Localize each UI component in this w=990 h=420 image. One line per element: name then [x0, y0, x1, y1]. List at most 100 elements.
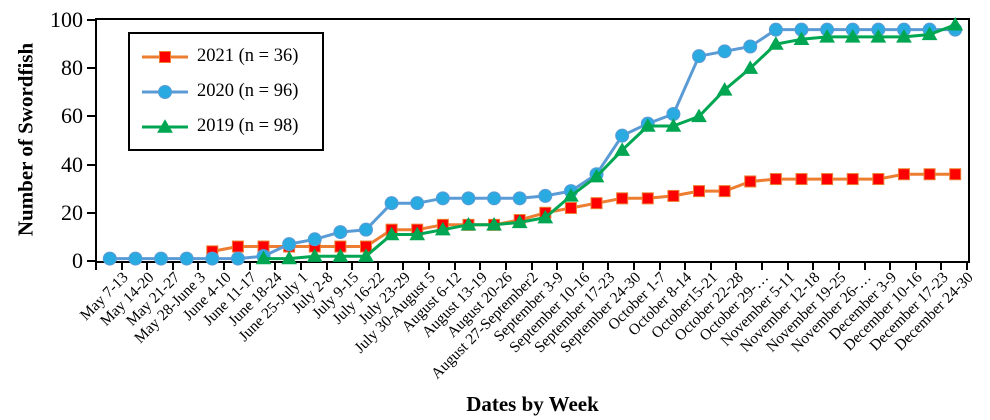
x-tick-mark — [581, 263, 584, 270]
y-tick-mark — [87, 19, 95, 21]
data-point-2019 — [716, 82, 733, 96]
legend-label: 2020 (n = 96) — [197, 81, 299, 101]
y-tick-mark — [87, 211, 95, 214]
x-tick-mark — [607, 263, 610, 270]
x-tick-mark — [761, 263, 764, 270]
x-tick-mark — [966, 263, 968, 270]
x-tick-mark — [812, 263, 815, 270]
data-point-2020 — [743, 39, 758, 54]
x-tick-mark — [530, 263, 533, 270]
data-point-2021 — [923, 168, 936, 181]
data-point-2019 — [665, 118, 682, 132]
data-point-2019 — [511, 214, 528, 229]
legend-label: 2019 (n = 98) — [197, 116, 299, 136]
series-line-2019 — [263, 23, 956, 261]
data-point-2020 — [487, 191, 502, 206]
data-point-2021 — [667, 189, 680, 202]
x-tick-mark — [274, 263, 277, 270]
data-point-2019 — [588, 168, 605, 183]
x-tick-mark — [376, 263, 379, 270]
data-point-2020 — [102, 251, 117, 266]
x-tick-mark — [504, 263, 507, 270]
legend-marker — [158, 84, 172, 99]
data-point-2019 — [896, 29, 912, 43]
x-tick-mark — [786, 263, 789, 270]
data-point-2021 — [846, 173, 859, 186]
x-tick-mark — [146, 263, 149, 270]
x-tick-mark — [914, 263, 917, 270]
data-point-2019 — [460, 217, 477, 231]
y-tick-mark — [87, 115, 95, 118]
data-point-2020 — [358, 222, 373, 237]
x-tick-mark — [556, 263, 559, 270]
x-tick-mark — [223, 263, 226, 270]
y-axis-title: Number of Swordfish — [13, 42, 38, 237]
data-point-2020 — [282, 237, 297, 252]
legend-item: 2019 (n = 98) — [130, 109, 322, 144]
data-point-2021 — [821, 173, 834, 186]
data-point-2020 — [333, 225, 348, 240]
legend-item: 2020 (n = 96) — [130, 74, 322, 109]
y-tick-label: 40 — [61, 151, 83, 177]
data-point-2021 — [231, 240, 244, 253]
data-point-2019 — [306, 248, 323, 262]
x-axis-title: Dates by Week — [466, 392, 599, 416]
data-point-2019 — [281, 250, 298, 265]
data-point-2019 — [844, 29, 861, 43]
data-point-2021 — [590, 197, 603, 210]
x-tick-mark — [940, 263, 943, 270]
data-point-2019 — [255, 250, 272, 265]
x-tick-mark — [299, 263, 302, 270]
data-point-2019 — [947, 17, 964, 31]
data-point-2020 — [128, 251, 143, 266]
data-point-2020 — [230, 251, 245, 266]
x-tick-mark — [120, 263, 123, 270]
data-point-2019 — [358, 248, 374, 262]
x-tick-mark — [658, 263, 661, 270]
x-tick-mark — [863, 263, 866, 270]
data-point-2021 — [564, 201, 577, 214]
legend-item: 2021 (n = 36) — [130, 39, 322, 74]
legend-label: 2021 (n = 36) — [197, 46, 299, 66]
y-tick-label: 60 — [61, 103, 83, 129]
data-point-2019 — [486, 217, 502, 231]
y-tick-label: 100 — [50, 7, 83, 32]
data-point-2019 — [767, 36, 784, 50]
data-point-2021 — [795, 173, 808, 186]
x-tick-mark — [248, 263, 251, 270]
y-tick-label: 20 — [61, 199, 83, 225]
y-tick-mark — [87, 163, 95, 166]
x-tick-mark — [351, 263, 354, 270]
x-tick-mark — [889, 263, 892, 270]
data-point-2020 — [384, 196, 399, 211]
data-point-2021 — [872, 173, 885, 186]
data-point-2020 — [615, 128, 630, 143]
data-point-2021 — [718, 185, 731, 198]
x-tick-mark — [709, 263, 712, 270]
data-point-2019 — [537, 209, 554, 224]
data-point-2020 — [717, 44, 732, 59]
y-tick-label: 0 — [72, 248, 83, 273]
y-tick-mark — [87, 260, 95, 262]
data-point-2021 — [641, 192, 654, 205]
y-tick-mark — [87, 67, 95, 70]
data-point-2019 — [332, 248, 349, 262]
data-point-2020 — [205, 251, 220, 266]
data-point-2019 — [742, 60, 759, 74]
data-point-2020 — [461, 191, 476, 206]
data-point-2020 — [512, 191, 527, 206]
data-point-2019 — [870, 29, 887, 43]
data-point-2019 — [793, 31, 810, 45]
data-point-2019 — [691, 108, 707, 123]
data-point-2020 — [154, 251, 169, 266]
data-point-2021 — [949, 168, 962, 181]
data-point-2019 — [819, 29, 835, 43]
data-point-2021 — [693, 185, 706, 198]
data-point-2019 — [921, 26, 938, 41]
data-point-2020 — [435, 191, 450, 206]
x-tick-mark — [197, 263, 200, 270]
data-point-2021 — [616, 192, 629, 205]
x-tick-mark — [632, 263, 635, 270]
x-tick-mark — [402, 263, 405, 270]
